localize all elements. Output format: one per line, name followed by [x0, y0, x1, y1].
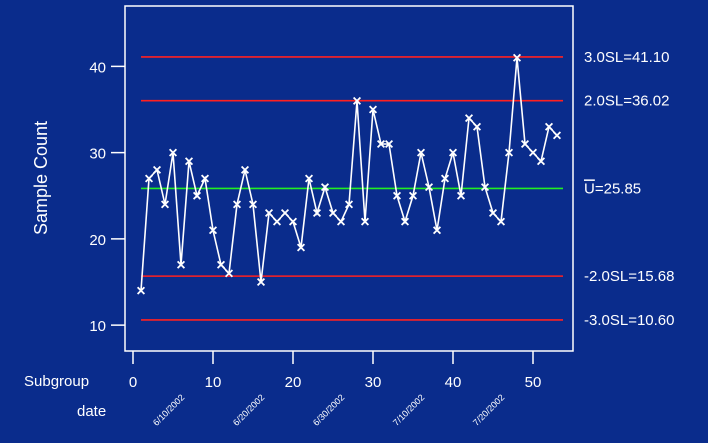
series-line: [140, 57, 558, 291]
data-point-3: [152, 165, 162, 174]
control-line-label-1: 2.0SL=36.02: [584, 93, 670, 110]
date-tick-label-0: 6/10/2002: [151, 392, 186, 427]
data-point-38: [432, 226, 442, 235]
data-point-37: [424, 183, 434, 192]
data-point-49: [520, 139, 530, 149]
data-point-40: [448, 148, 458, 157]
data-point-14: [240, 165, 250, 174]
data-point-44: [480, 183, 490, 192]
data-point-16: [256, 277, 266, 287]
x-tick-label-0: 0: [129, 374, 137, 391]
data-point-42: [464, 114, 474, 123]
control-line-label-0: 3.0SL=41.10: [584, 49, 670, 66]
data-point-46: [496, 217, 506, 226]
data-point-34: [400, 217, 410, 226]
x-axis-title: Subgroup: [24, 373, 89, 390]
y-tick-label-3: 40: [89, 59, 106, 76]
data-point-19: [280, 208, 290, 218]
control-line-label-2: U=25.85: [584, 180, 641, 197]
data-point-41: [456, 191, 466, 200]
data-point-22: [304, 174, 314, 183]
data-point-2: [144, 174, 154, 183]
data-point-32: [384, 139, 394, 149]
control-line-label-4: -3.0SL=10.60: [584, 312, 675, 329]
date-row-title: date: [77, 403, 106, 420]
date-tick-label-1: 6/20/2002: [231, 392, 266, 427]
x-tick-label-4: 40: [445, 374, 462, 391]
data-point-48: [512, 53, 522, 62]
data-point-52: [544, 122, 554, 131]
data-point-39: [440, 174, 450, 183]
control-line-label-3: -2.0SL=15.68: [584, 268, 675, 285]
data-point-30: [368, 105, 378, 114]
data-point-29: [360, 217, 370, 226]
y-axis-title: Sample Count: [31, 121, 51, 235]
data-point-43: [472, 122, 482, 131]
data-point-10: [208, 226, 218, 235]
data-point-7: [184, 157, 194, 166]
data-point-33: [392, 191, 402, 200]
data-point-53: [552, 131, 562, 140]
data-point-35: [408, 191, 418, 200]
x-tick-label-2: 20: [285, 374, 302, 391]
data-point-4: [160, 200, 170, 209]
date-tick-label-4: 7/20/2002: [471, 392, 506, 427]
data-point-18: [272, 217, 282, 226]
data-point-23: [312, 208, 322, 218]
y-tick-label-1: 20: [89, 232, 106, 249]
y-tick-label-2: 30: [89, 146, 106, 163]
data-point-1: [136, 286, 146, 295]
data-point-25: [328, 208, 338, 218]
data-point-26: [336, 217, 346, 226]
x-tick-label-5: 50: [525, 374, 542, 391]
data-point-47: [504, 148, 514, 157]
data-point-6: [176, 260, 186, 269]
data-point-5: [168, 148, 178, 157]
date-tick-label-3: 7/10/2002: [391, 392, 426, 427]
y-tick-label-0: 10: [89, 318, 106, 335]
data-point-13: [232, 200, 242, 209]
data-point-45: [488, 208, 498, 218]
data-point-17: [264, 208, 274, 218]
data-point-24: [320, 183, 330, 192]
data-point-15: [248, 200, 258, 209]
data-point-51: [536, 157, 546, 166]
data-point-50: [528, 148, 538, 157]
data-point-36: [416, 148, 426, 157]
x-tick-label-1: 10: [205, 374, 222, 391]
date-tick-label-2: 6/30/2002: [311, 392, 346, 427]
data-point-8: [192, 191, 202, 200]
data-point-21: [296, 243, 306, 252]
x-tick-label-3: 30: [365, 374, 382, 391]
data-point-20: [288, 217, 298, 226]
data-point-11: [216, 260, 226, 269]
data-point-27: [344, 200, 354, 209]
data-point-31: [376, 139, 386, 149]
data-point-28: [352, 96, 362, 105]
plot-frame: [124, 5, 574, 352]
data-point-12: [224, 269, 234, 278]
data-point-9: [200, 174, 210, 183]
